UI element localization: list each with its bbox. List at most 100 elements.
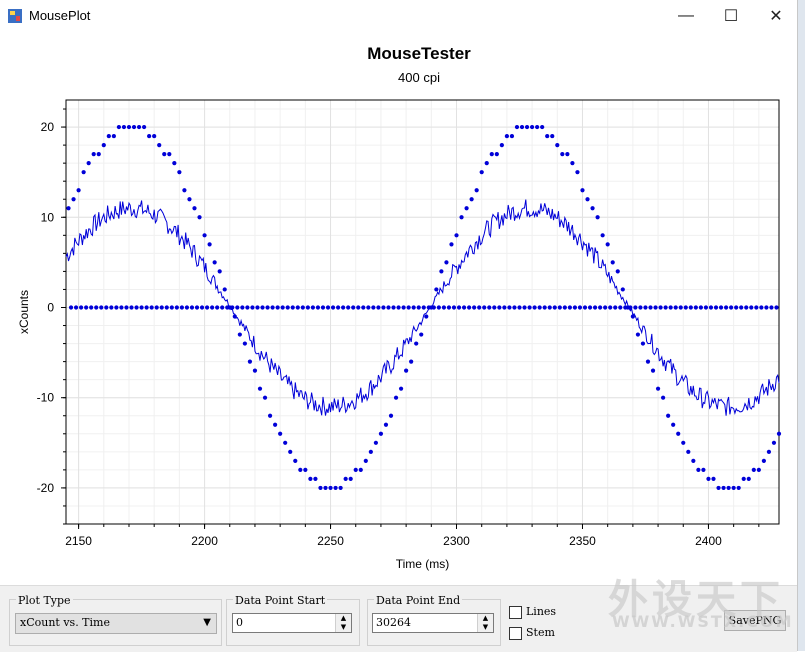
zero-data-point bbox=[99, 305, 104, 310]
data-point bbox=[267, 413, 273, 418]
spin-up-icon[interactable]: ▲ bbox=[340, 614, 347, 622]
zero-data-point bbox=[335, 305, 341, 310]
spin-down-icon[interactable]: ▼ bbox=[482, 623, 489, 631]
plot-type-group bbox=[9, 599, 222, 646]
zero-data-point bbox=[300, 305, 305, 310]
data-point bbox=[333, 485, 338, 491]
zero-data-point bbox=[406, 305, 411, 310]
dp-end-value: 30264 bbox=[376, 616, 411, 629]
series-line bbox=[65, 199, 780, 416]
zero-data-point bbox=[109, 305, 114, 310]
spin-down-icon[interactable]: ▼ bbox=[340, 623, 347, 631]
data-point bbox=[464, 206, 469, 211]
dp-start-spinner[interactable]: ▲ ▼ bbox=[335, 614, 351, 632]
zero-data-point bbox=[774, 305, 779, 310]
zero-data-point bbox=[129, 305, 134, 310]
data-point bbox=[655, 386, 661, 391]
zero-data-point bbox=[658, 305, 663, 310]
data-point bbox=[237, 332, 242, 337]
save-png-label: SavePNG bbox=[728, 614, 782, 627]
data-point bbox=[414, 341, 419, 346]
data-point bbox=[358, 467, 363, 472]
lines-checkbox[interactable] bbox=[509, 606, 522, 619]
spin-up-icon[interactable]: ▲ bbox=[482, 614, 489, 622]
zero-data-point bbox=[235, 305, 240, 310]
data-point bbox=[706, 476, 711, 481]
lines-label: Lines bbox=[526, 605, 557, 618]
zero-data-point bbox=[643, 305, 648, 310]
data-point bbox=[570, 161, 575, 166]
save-png-button[interactable]: SavePNG bbox=[724, 610, 786, 631]
minimize-icon: — bbox=[678, 7, 694, 24]
zero-data-point bbox=[174, 305, 179, 310]
data-point bbox=[701, 467, 706, 472]
data-point bbox=[318, 485, 323, 491]
y-tick-label: 0 bbox=[47, 300, 54, 314]
data-point bbox=[313, 476, 318, 481]
zero-data-point bbox=[290, 305, 295, 310]
data-point bbox=[696, 467, 701, 472]
data-point bbox=[630, 314, 635, 319]
data-point bbox=[111, 133, 116, 139]
minimize-button[interactable]: — bbox=[663, 0, 709, 32]
zero-data-point bbox=[688, 305, 693, 310]
data-point bbox=[86, 161, 91, 166]
title-bar[interactable]: MousePlot — ☐ ✕ bbox=[0, 0, 797, 32]
plot-type-select[interactable]: xCount vs. Time ▼ bbox=[15, 613, 217, 634]
data-point bbox=[645, 359, 651, 364]
zero-data-point bbox=[194, 305, 200, 310]
zero-data-point bbox=[618, 305, 623, 310]
dp-start-input[interactable]: 0 ▲ ▼ bbox=[232, 613, 352, 633]
data-point bbox=[519, 124, 525, 130]
zero-data-point bbox=[320, 305, 326, 310]
zero-data-point bbox=[572, 305, 578, 310]
zero-data-point bbox=[517, 305, 522, 310]
zero-data-point bbox=[729, 305, 734, 310]
zero-data-point bbox=[169, 305, 174, 310]
data-point bbox=[761, 458, 766, 463]
data-point bbox=[398, 386, 404, 391]
dp-end-spinner[interactable]: ▲ ▼ bbox=[477, 614, 493, 632]
x-tick-label: 2200 bbox=[191, 534, 218, 548]
data-point bbox=[499, 143, 504, 148]
data-point bbox=[524, 124, 530, 130]
close-button[interactable]: ✕ bbox=[753, 0, 799, 32]
data-point bbox=[444, 260, 449, 265]
data-point bbox=[383, 422, 389, 427]
zero-data-point bbox=[451, 305, 457, 310]
zero-data-point bbox=[149, 305, 154, 310]
zero-data-point bbox=[270, 305, 275, 310]
zero-data-point bbox=[653, 305, 658, 310]
stem-checkbox[interactable] bbox=[509, 627, 522, 640]
data-point bbox=[152, 133, 157, 139]
zero-data-point bbox=[482, 305, 487, 310]
zero-data-point bbox=[84, 305, 89, 310]
data-point bbox=[338, 485, 343, 491]
zero-data-point bbox=[683, 305, 688, 310]
data-point bbox=[666, 413, 671, 418]
data-point bbox=[126, 124, 132, 130]
dp-end-input[interactable]: 30264 ▲ ▼ bbox=[372, 613, 494, 633]
zero-data-point bbox=[366, 305, 371, 310]
zero-data-point bbox=[441, 305, 447, 310]
zero-data-point bbox=[159, 305, 164, 310]
data-point bbox=[439, 269, 444, 274]
zero-data-point bbox=[603, 305, 608, 310]
data-point bbox=[429, 305, 434, 310]
data-point bbox=[766, 449, 772, 454]
zero-data-point bbox=[698, 305, 703, 310]
zero-data-point bbox=[295, 305, 300, 310]
zero-data-point bbox=[391, 305, 396, 310]
close-icon: ✕ bbox=[769, 8, 783, 25]
data-point bbox=[726, 485, 731, 491]
zero-data-point bbox=[285, 305, 290, 310]
data-point bbox=[131, 124, 137, 130]
data-point bbox=[187, 197, 192, 202]
zero-data-point bbox=[527, 305, 532, 310]
data-point bbox=[257, 386, 263, 391]
data-point bbox=[308, 476, 313, 481]
data-point bbox=[91, 152, 96, 157]
maximize-button[interactable]: ☐ bbox=[708, 0, 754, 32]
zero-data-point bbox=[215, 305, 220, 310]
app-icon bbox=[8, 9, 22, 23]
